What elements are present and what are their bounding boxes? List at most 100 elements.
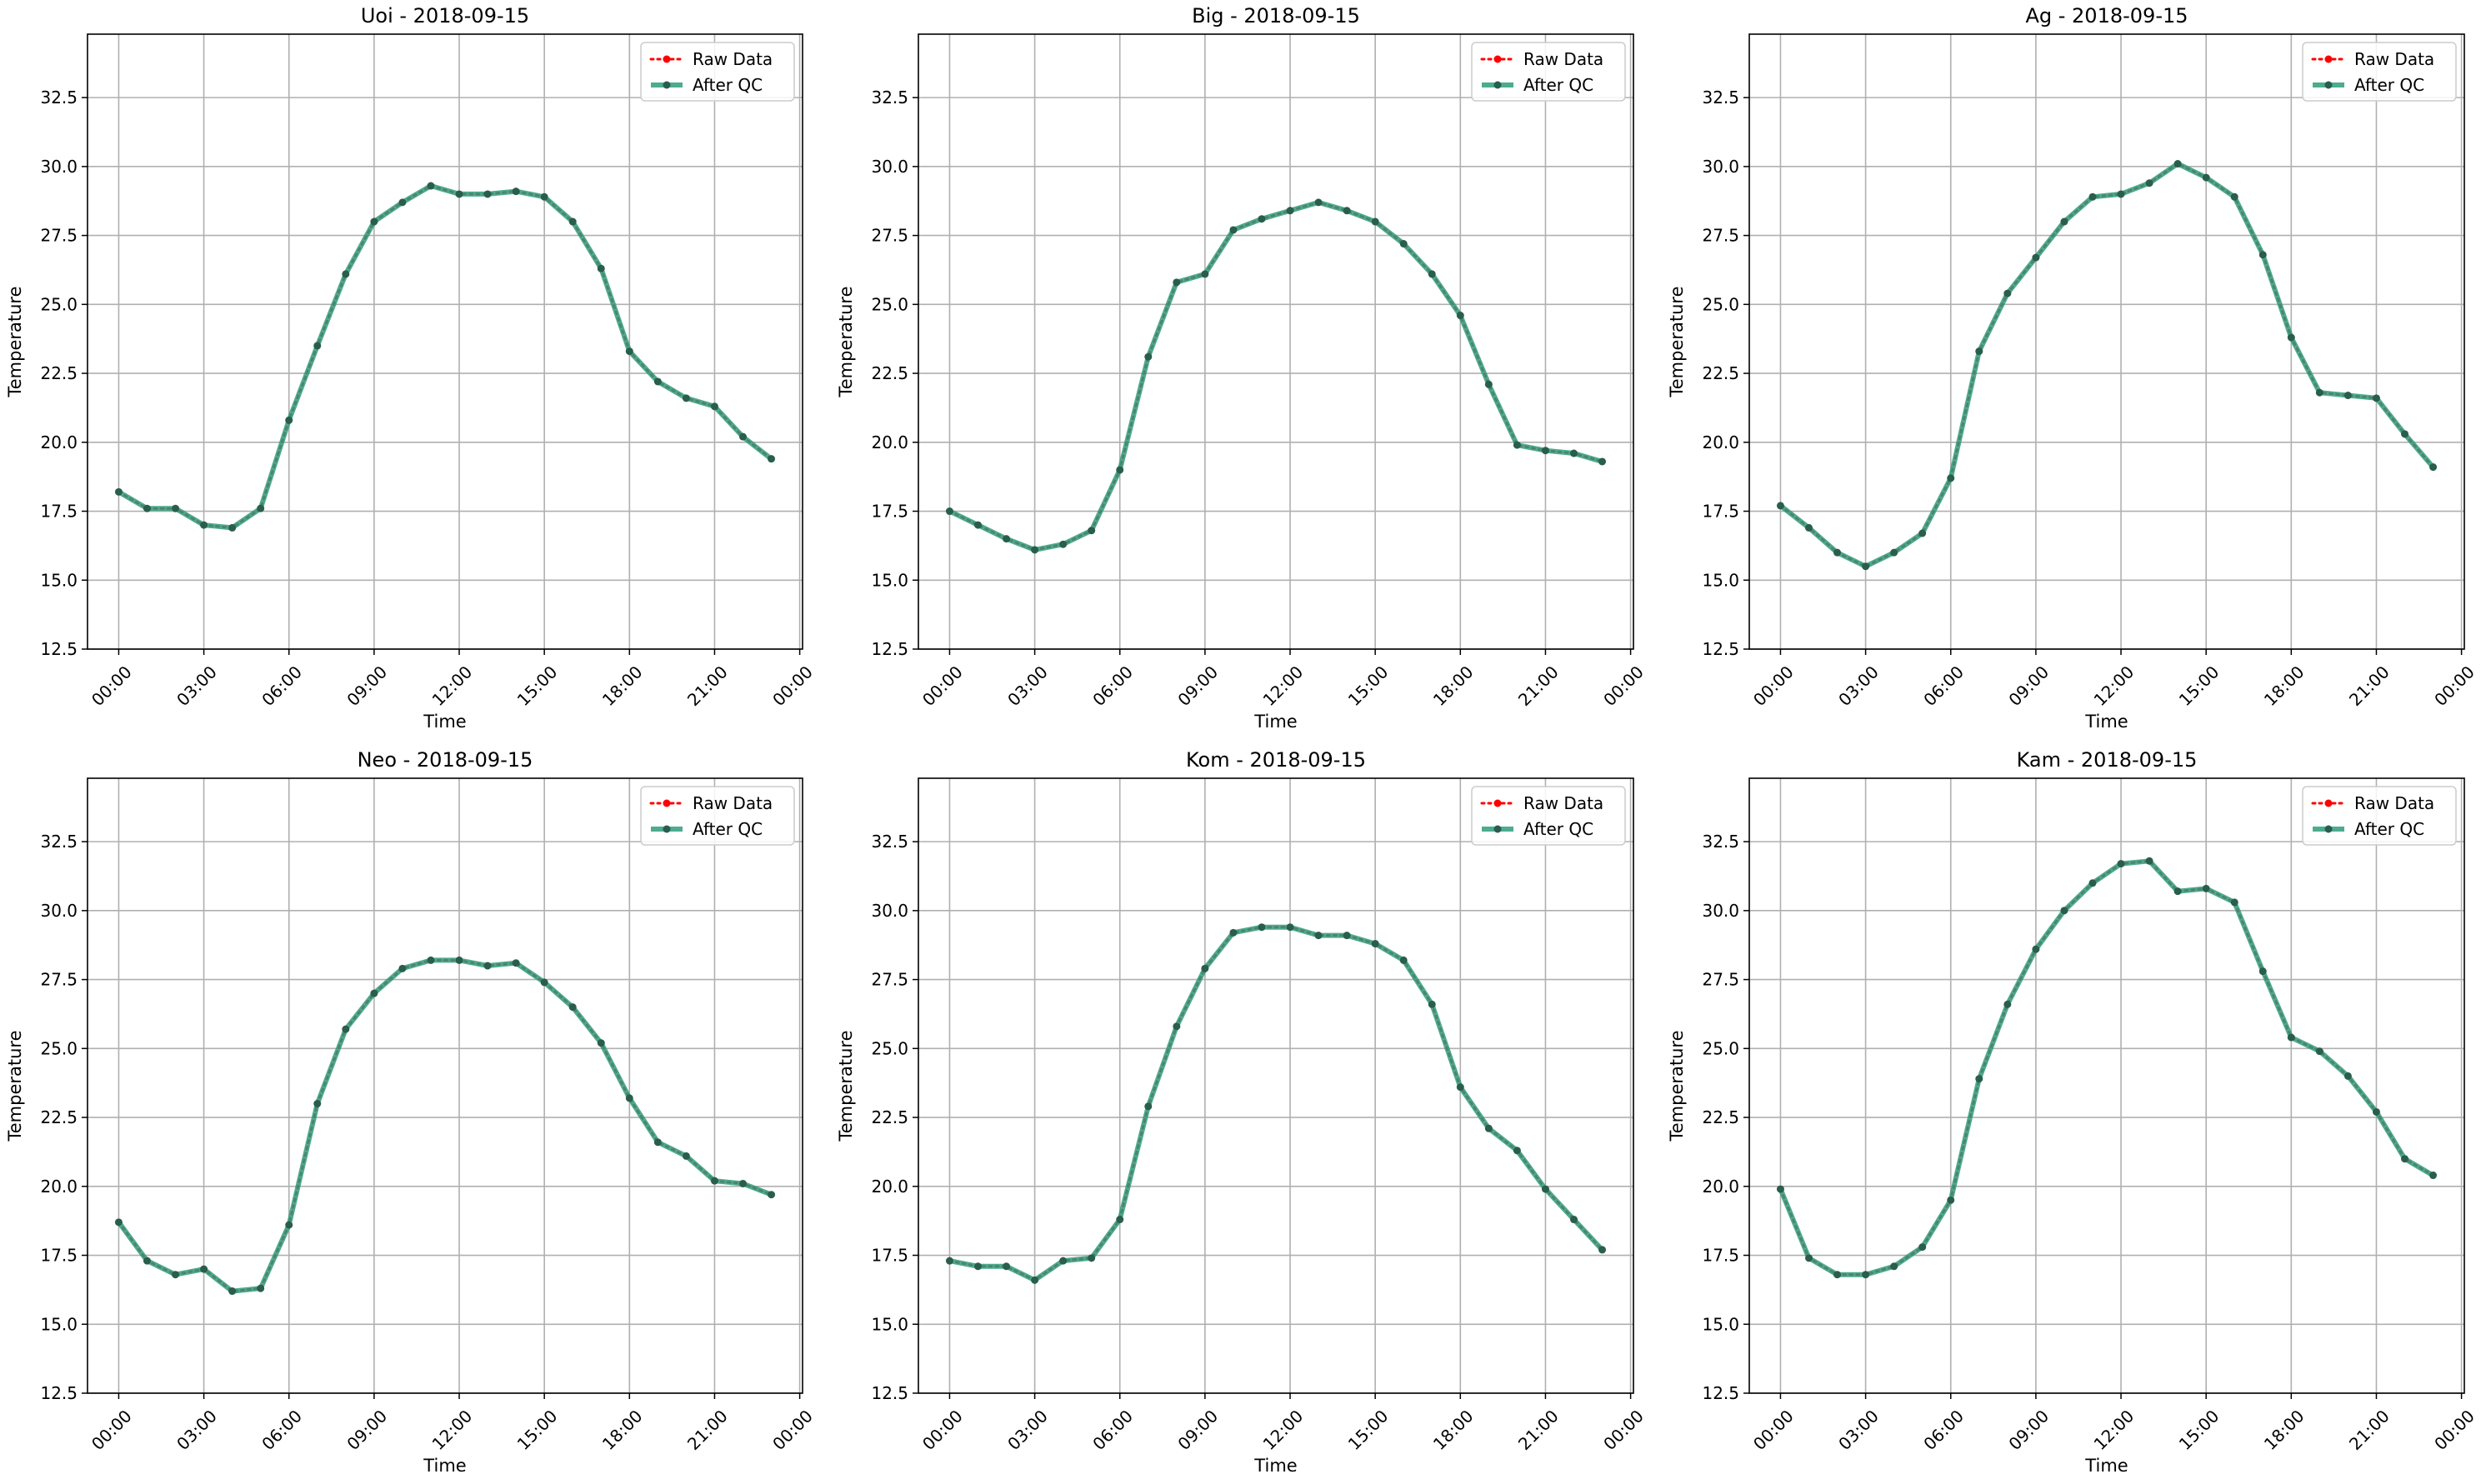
after-qc-point [114, 487, 123, 496]
chart-title: Neo - 2018-09-15 [358, 748, 533, 772]
y-axis-label: Temperature [836, 286, 856, 397]
after-qc-point [1862, 562, 1870, 571]
legend-qc-label: After QC [693, 75, 763, 95]
raw-data-line [948, 201, 1603, 552]
after-qc-line [948, 924, 1604, 1283]
legend-qc-marker [663, 81, 671, 89]
after-qc-point [342, 270, 350, 278]
x-tick-label: 15:00 [2175, 662, 2223, 710]
after-qc-point [682, 394, 690, 402]
after-qc-point [1144, 352, 1153, 361]
legend-raw-marker [663, 799, 671, 807]
chart-title: Uoi - 2018-09-15 [361, 4, 529, 27]
x-tick-label: 06:00 [258, 662, 306, 710]
after-qc-point [455, 956, 463, 964]
x-tick-label: 00:00 [2430, 1406, 2478, 1454]
after-qc-point [1598, 457, 1607, 466]
subplot-5: 00:00 03:00 06:00 09:00 12:00 15:00 18:00 21:00… [1667, 748, 2478, 1476]
y-tick-label: 15.0 [40, 570, 78, 590]
legend-qc-label: After QC [693, 819, 763, 839]
y-tick-label: 30.0 [871, 157, 908, 177]
after-qc-line [948, 199, 1603, 552]
x-tick-label: 18:00 [1429, 1406, 1478, 1454]
after-qc-point [483, 962, 492, 970]
x-tick-label: 15:00 [513, 662, 562, 710]
after-qc-point [1947, 1196, 1955, 1204]
after-qc-point [1776, 502, 1784, 510]
y-axis-label: Temperature [836, 1030, 856, 1142]
after-qc-point [1343, 932, 1351, 940]
after-qc-point [1059, 1257, 1068, 1265]
y-tick-label: 17.5 [40, 502, 78, 522]
axes-frame [1748, 777, 2465, 1394]
axes-frame [87, 777, 803, 1394]
y-axis-label: Temperature [5, 1030, 25, 1142]
after-qc-point [1173, 278, 1181, 287]
after-qc-point [172, 1271, 180, 1279]
x-tick-label: 00:00 [768, 1406, 817, 1454]
after-qc-point [2003, 1000, 2012, 1008]
after-qc-point [1371, 940, 1379, 948]
y-tick-label: 30.0 [40, 157, 78, 177]
subplot-2: 00:00 03:00 06:00 09:00 12:00 15:00 18:00 21:00… [1667, 4, 2478, 732]
x-tick-label: 00:00 [768, 662, 817, 710]
after-qc-point [2258, 967, 2267, 976]
after-qc-point [739, 1179, 747, 1187]
x-tick-label: 00:00 [1749, 1406, 1798, 1454]
x-tick-label: 21:00 [683, 662, 732, 710]
after-qc-point [1201, 270, 1209, 278]
y-tick-label: 20.0 [871, 1177, 908, 1197]
after-qc-point [2401, 430, 2408, 438]
after-qc-point [114, 1218, 123, 1227]
after-qc-point [1833, 1271, 1842, 1279]
after-qc-point [1890, 1262, 1898, 1271]
after-qc-point [1890, 548, 1898, 557]
after-qc-point [1805, 1254, 1813, 1262]
after-qc-point [2372, 394, 2380, 402]
after-qc-point [1258, 215, 1266, 223]
y-tick-label: 12.5 [871, 639, 908, 659]
y-tick-label: 20.0 [40, 432, 78, 452]
after-qc-point [427, 182, 435, 190]
raw-data-line [118, 958, 773, 1293]
legend-raw-label: Raw Data [1523, 793, 1603, 813]
y-tick-label: 25.0 [40, 1038, 78, 1058]
x-tick-label: 06:00 [1088, 1406, 1137, 1454]
raw-data-line [1779, 162, 2434, 568]
legend: Raw Data After QC [640, 42, 795, 102]
y-tick-label: 12.5 [871, 1383, 908, 1403]
y-tick-label: 32.5 [871, 832, 908, 852]
y-tick-label: 30.0 [1702, 901, 1739, 921]
after-qc-point [1003, 535, 1011, 543]
after-qc-point [512, 959, 520, 967]
x-tick-label: 03:00 [173, 1406, 221, 1454]
after-qc-point [768, 1191, 776, 1199]
legend-raw-label: Raw Data [693, 49, 773, 69]
after-qc-point [1570, 1216, 1578, 1224]
x-tick-label: 09:00 [1173, 1406, 1222, 1454]
y-tick-label: 20.0 [1702, 432, 1739, 452]
chart-title: Kam - 2018-09-15 [2017, 748, 2198, 772]
x-tick-label: 00:00 [1749, 662, 1798, 710]
y-tick-label: 22.5 [1702, 363, 1739, 383]
after-qc-point [2401, 1155, 2408, 1163]
x-tick-label: 18:00 [2260, 1406, 2308, 1454]
after-qc-point [682, 1152, 690, 1160]
axes-frame [918, 33, 1634, 650]
legend-qc-marker [1493, 825, 1502, 833]
after-qc-point [2343, 392, 2352, 400]
x-tick-label: 15:00 [1344, 662, 1393, 710]
after-qc-point [1088, 527, 1096, 535]
legend-raw-label: Raw Data [2354, 49, 2434, 69]
y-tick-label: 30.0 [1702, 157, 1739, 177]
after-qc-point [1399, 956, 1408, 964]
y-tick-label: 27.5 [1702, 970, 1739, 990]
y-axis-label: Temperature [5, 286, 25, 397]
legend: Raw Data After QC [2302, 786, 2457, 846]
after-qc-point [2230, 192, 2238, 201]
x-tick-label: 00:00 [1599, 1406, 1648, 1454]
after-qc-point [2315, 388, 2323, 397]
x-axis-label: Time [423, 712, 466, 732]
after-qc-point [1343, 207, 1351, 215]
legend: Raw Data After QC [1471, 42, 1626, 102]
